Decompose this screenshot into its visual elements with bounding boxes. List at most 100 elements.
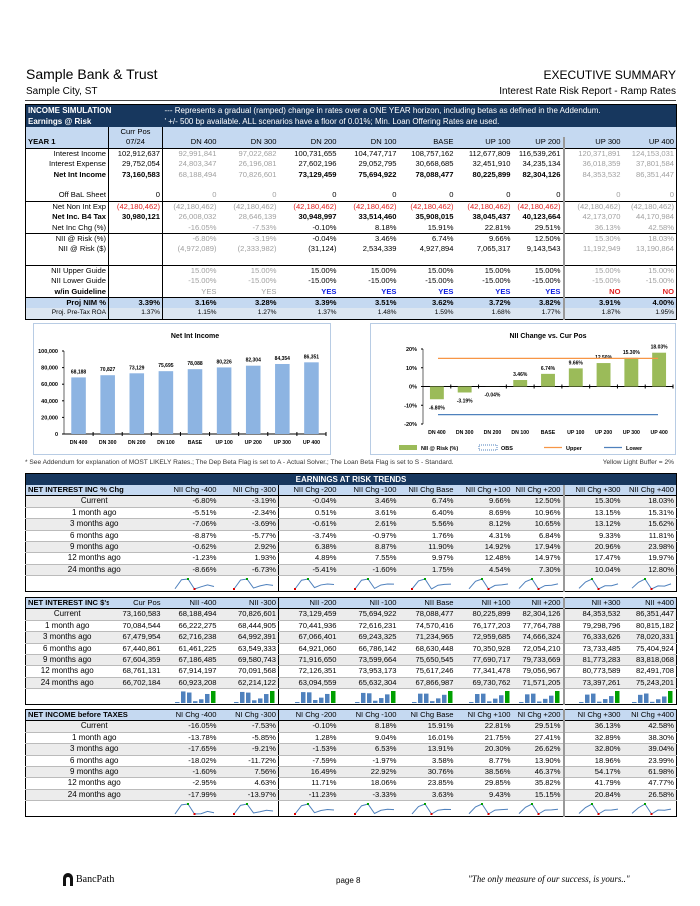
value-cell: 0 <box>392 190 397 200</box>
value-cell: (2,333,982) <box>237 244 277 254</box>
table-row: Proj. Pre-Tax ROA 1.37% 1.15% 1.27% 1.37% 1.4… <box>25 308 677 320</box>
value-cell: 82,491,708 <box>622 665 677 678</box>
column-header: NII Chg Base <box>398 485 456 497</box>
value-cell: (42,180,462) <box>278 200 339 213</box>
mini-bar <box>518 701 523 703</box>
value-cell: 18.96% <box>562 755 623 768</box>
value-cell <box>108 264 163 277</box>
x-tick-label: BASE <box>188 440 203 446</box>
value-cell: -9.21% <box>218 743 279 756</box>
high-point <box>644 577 646 580</box>
column-header: UP 300 <box>562 137 623 149</box>
table-row: 3 months ago 67,479,954 62,716,238 64,992,3… <box>25 631 677 644</box>
high-point <box>530 577 533 580</box>
value-cell: 74,570,416 <box>398 620 456 633</box>
value-cell: 29.85% <box>455 777 513 790</box>
data-label: 73,129 <box>129 365 145 371</box>
value-cell: -17.65% <box>162 743 219 756</box>
value-cell: 86,351,447 <box>636 169 675 179</box>
value-cell: 73,160,583 <box>108 608 163 621</box>
mini-bar-chart <box>562 688 623 705</box>
mini-bar <box>668 690 673 703</box>
value-cell: -15.00% <box>532 276 561 286</box>
column-header: UP 100 <box>455 137 513 149</box>
mini-bar <box>480 693 485 703</box>
value-cell: 67,066,401 <box>278 631 339 644</box>
column-header: DN 100 <box>338 137 399 149</box>
high-point <box>366 577 369 580</box>
row-label <box>25 180 109 191</box>
value-cell: 40,123,664 <box>522 212 561 222</box>
table-title: NET INCOME before TAXES <box>25 709 163 722</box>
period-label: 3 months ago <box>25 518 163 531</box>
value-cell: 67,186,485 <box>162 654 219 667</box>
legend-label: NII @ Risk (%) <box>421 446 458 452</box>
value-cell: 15.91% <box>427 222 454 232</box>
value-cell: 39.04% <box>622 743 677 756</box>
data-label: 80,226 <box>216 359 232 365</box>
curr-pos-label: Curr Pos <box>108 127 163 138</box>
value-cell: 79,733,669 <box>512 654 564 667</box>
table-row: Off BaL Sheet 0 0 0 0 0 0 0 0 0 0 <box>25 190 677 202</box>
column-header: NII +300 <box>562 597 623 610</box>
value-cell: -6.73% <box>218 564 279 577</box>
sparkline <box>513 801 564 817</box>
value-cell: 20.96% <box>562 541 623 554</box>
sparkline <box>219 801 279 817</box>
value-cell: (42,180,462) <box>562 200 623 213</box>
value-cell: 0 <box>669 190 675 200</box>
value-cell: 3.16% <box>162 296 219 309</box>
value-cell: 64,992,391 <box>218 631 279 644</box>
sparkline <box>278 575 339 592</box>
value-cell: 62,716,238 <box>162 631 219 644</box>
value-cell: 15.15% <box>512 789 564 802</box>
period-label: Current <box>25 608 109 621</box>
value-cell: 0 <box>449 190 454 200</box>
mini-bar <box>423 693 428 703</box>
blank-cell <box>26 689 163 705</box>
value-cell: 29,752,054 <box>108 159 163 170</box>
table-row: 9 months ago -1.60% 7.56% 16.49% 22.92% 30.76… <box>25 766 677 779</box>
value-cell: 66,702,184 <box>108 677 163 690</box>
value-cell: 120,371,891 <box>562 148 623 160</box>
value-cell: 9.66% <box>455 495 513 508</box>
bar <box>245 365 261 434</box>
value-cell: 72,054,210 <box>512 643 564 656</box>
low-point <box>487 812 490 815</box>
value-cell: 17.47% <box>562 552 623 565</box>
table-row: Interest Income 102,912,637 92,991,841 97,0… <box>25 148 677 160</box>
table-title: NET INTEREST INC % Chg <box>25 485 163 497</box>
low-point <box>233 812 236 815</box>
value-cell: 81,773,283 <box>562 654 623 667</box>
mini-bar <box>192 700 197 703</box>
value-cell: 76,333,626 <box>562 631 623 644</box>
row-label: Net Int Income <box>25 169 109 181</box>
mini-bar <box>608 695 613 703</box>
value-cell <box>623 180 677 190</box>
value-cell: 102,912,637 <box>108 148 163 160</box>
mini-bar <box>447 690 452 703</box>
low-point <box>487 587 489 590</box>
table-row: Current 73,160,583 68,188,494 70,826,601 73,… <box>25 608 677 621</box>
value-cell: 11.81% <box>622 530 677 543</box>
legend-swatch <box>478 444 498 451</box>
mini-bar <box>360 692 365 703</box>
table-row: 3 months ago -17.65% -9.21% -1.53% 6.53% 13.9… <box>25 743 677 756</box>
sparkline <box>219 576 279 592</box>
value-cell: 28,646,139 <box>238 212 277 222</box>
table-row: Net Non Int Exp (42,180,462) (42,180,462)(… <box>25 200 677 213</box>
value-cell: 54.17% <box>562 766 623 779</box>
value-cell: 2,534,339 <box>362 244 397 254</box>
ramp-note: --- Represents a gradual (ramped) change… <box>162 104 677 116</box>
high-point <box>306 802 309 805</box>
value-cell: 15.00% <box>562 264 623 277</box>
page-number: page 8 <box>336 876 361 885</box>
x-tick-label: UP 200 <box>245 440 262 446</box>
mini-bar <box>435 698 440 703</box>
column-header: DN 400 <box>162 137 219 149</box>
report-subtitle: Interest Rate Risk Report - Ramp Rates <box>499 86 676 97</box>
value-cell <box>279 180 339 190</box>
bar <box>275 363 290 434</box>
row-label: Interest Income <box>25 148 109 160</box>
value-cell: 8.18% <box>338 720 399 733</box>
